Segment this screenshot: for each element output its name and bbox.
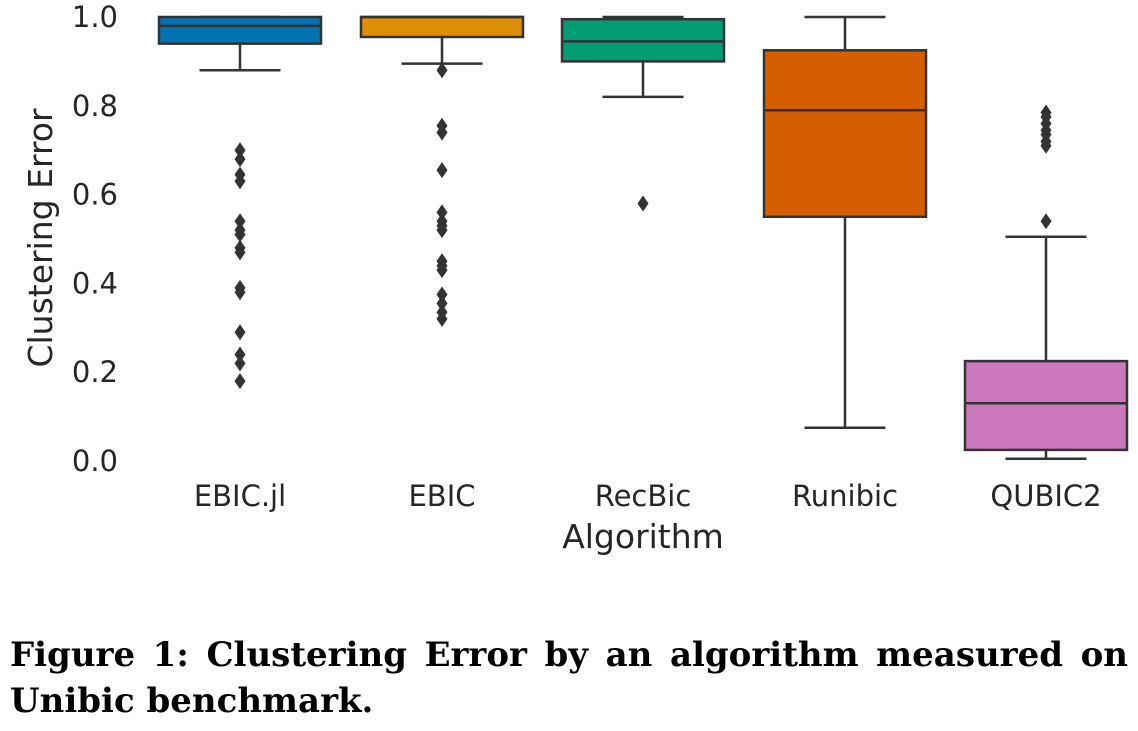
box-group	[963, 104, 1129, 461]
y-tick-label: 0.8	[72, 89, 118, 123]
outlier-point	[234, 151, 246, 168]
outlier-point	[436, 286, 448, 303]
outlier-point	[436, 62, 448, 79]
outlier-point	[234, 373, 246, 390]
box-iqr	[359, 15, 525, 39]
y-tick-label: 0.2	[72, 355, 118, 389]
outlier-point	[436, 295, 448, 312]
boxes	[157, 15, 1129, 461]
y-tick-label: 0.0	[72, 444, 118, 478]
y-tick-label: 0.4	[72, 266, 118, 300]
box-group	[762, 15, 928, 429]
box-group	[359, 15, 525, 327]
outlier-point	[1040, 137, 1052, 154]
box-plot: 0.0 0.2 0.4 0.6 0.8 1.0 EBIC.jl EBIC RecBic Runi…	[21, 0, 1129, 556]
x-tick-label: RecBic	[595, 479, 692, 513]
outlier-point	[234, 346, 246, 363]
outlier-point	[436, 262, 448, 279]
outlier-point	[436, 204, 448, 221]
x-axis-ticks: EBIC.jl EBIC RecBic Runibic QUBIC2	[194, 479, 1102, 513]
outlier-point	[436, 222, 448, 239]
outlier-point	[1040, 213, 1052, 230]
x-tick-label: QUBIC2	[990, 479, 1101, 513]
outlier-point	[234, 213, 246, 230]
box-iqr	[157, 15, 323, 45]
box-group	[157, 15, 323, 390]
outlier-point	[234, 355, 246, 372]
y-tick-label: 1.0	[72, 0, 118, 34]
box-iqr	[762, 49, 928, 219]
x-tick-label: EBIC	[408, 479, 475, 513]
outlier-point	[234, 226, 246, 243]
y-axis-ticks: 0.0 0.2 0.4 0.6 0.8 1.0	[72, 0, 118, 478]
x-tick-label: EBIC.jl	[194, 479, 286, 513]
outlier-point	[234, 142, 246, 159]
x-axis-label: Algorithm	[562, 517, 724, 556]
outlier-point	[234, 284, 246, 301]
outlier-point	[637, 195, 649, 212]
outlier-point	[436, 162, 448, 179]
outlier-point	[436, 310, 448, 327]
x-tick-label: Runibic	[792, 479, 898, 513]
outlier-point	[436, 124, 448, 141]
y-tick-label: 0.6	[72, 178, 118, 212]
figure-caption: Figure 1: Clustering Error by an algorit…	[10, 635, 1128, 721]
outlier-point	[234, 244, 246, 261]
box-group	[560, 15, 726, 212]
outlier-point	[234, 324, 246, 341]
box-iqr	[963, 359, 1129, 452]
y-axis-label: Clustering Error	[21, 108, 60, 368]
outlier-point	[234, 173, 246, 190]
